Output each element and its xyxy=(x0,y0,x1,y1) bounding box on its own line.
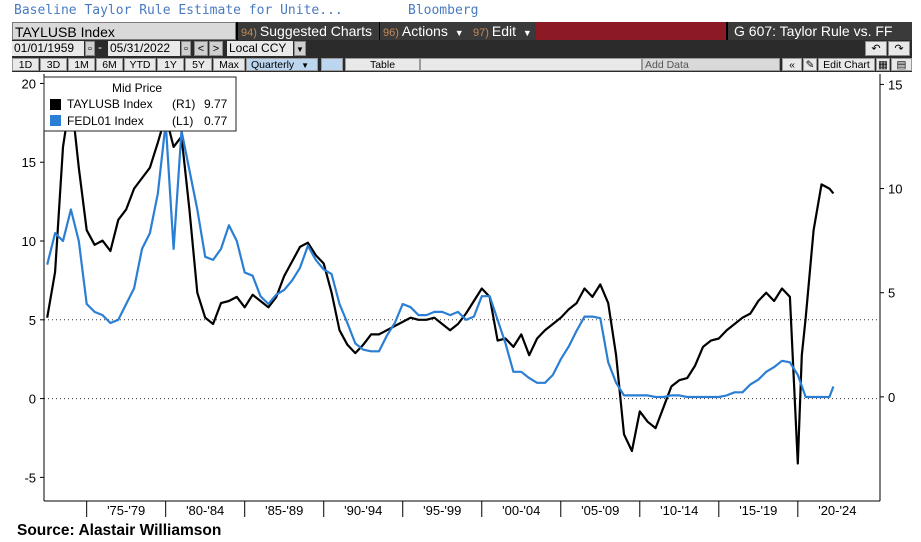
currency-dropdown-icon[interactable]: ▼ xyxy=(294,41,306,56)
actions-label: Actions xyxy=(401,23,448,39)
legend-label-tayl: TAYLUSB Index xyxy=(67,97,153,111)
actions-dropdown-icon: ▼ xyxy=(454,28,464,38)
left-tick-label: 5 xyxy=(29,313,36,328)
x-tick-label: '75-'79 xyxy=(107,503,145,518)
start-date-field[interactable]: 01/01/1959 xyxy=(12,41,84,56)
x-tick-label: '95-'99 xyxy=(423,503,461,518)
chart-menu-icon[interactable]: ▤ xyxy=(891,58,912,71)
frequency-select[interactable]: Quarterly ▼ xyxy=(246,58,318,71)
series-line-taylusb xyxy=(46,93,835,465)
right-tick-label: 10 xyxy=(888,182,902,197)
period-1m[interactable]: 1M xyxy=(68,58,95,71)
right-tick-label: 15 xyxy=(888,77,902,92)
chart-legend: Mid Price TAYLUSB Index (R1) 9.77 FEDL01… xyxy=(43,76,237,132)
left-tick-label: 20 xyxy=(22,76,36,91)
actions-button[interactable]: 96) Actions ▼ xyxy=(380,22,470,40)
chart-title: G 607: Taylor Rule vs. FF xyxy=(728,22,912,40)
left-tick-label: 15 xyxy=(22,155,36,170)
edit-chart-button[interactable]: Edit Chart xyxy=(818,58,875,71)
rewind-icon[interactable]: « xyxy=(782,58,802,71)
period-1d[interactable]: 1D xyxy=(12,58,39,71)
suggested-charts-label: Suggested Charts xyxy=(259,23,372,39)
edit-label: Edit xyxy=(491,23,517,39)
redo-icon[interactable]: ↷ xyxy=(888,41,910,56)
x-tick-label: '00-'04 xyxy=(502,503,540,518)
series-line-fedl01 xyxy=(46,121,835,399)
add-data-field[interactable]: Add Data xyxy=(642,58,780,71)
legend-label-fedl: FEDL01 Index xyxy=(67,114,144,128)
left-tick-label: 0 xyxy=(29,392,36,407)
forward-arrow-icon[interactable]: > xyxy=(209,41,223,56)
edit-dropdown-icon: ▼ xyxy=(522,28,532,38)
x-tick-label: '85-'89 xyxy=(265,503,303,518)
left-tick-label: 10 xyxy=(22,234,36,249)
legend-axis-fedl: (L1) xyxy=(172,114,193,128)
period-6m[interactable]: 6M xyxy=(96,58,123,71)
table-button[interactable]: Table xyxy=(345,58,420,71)
edit-button[interactable]: 97) Edit ▼ xyxy=(470,22,537,40)
actions-number: 96) xyxy=(383,27,399,39)
legend-swatch-tayl xyxy=(50,99,61,110)
x-tick-label: '10-'14 xyxy=(660,503,698,518)
window-title: Baseline Taylor Rule Estimate for Unite.… xyxy=(14,3,343,18)
legend-swatch-fedl xyxy=(50,115,61,126)
ticker-field[interactable]: TAYLUSB Index xyxy=(12,22,236,40)
source-label: Bloomberg xyxy=(408,3,479,18)
undo-icon[interactable]: ↶ xyxy=(865,41,887,56)
right-tick-label: 0 xyxy=(888,390,895,405)
frequency-label: Quarterly xyxy=(251,59,295,71)
period-3d[interactable]: 3D xyxy=(40,58,67,71)
legend-value-fedl: 0.77 xyxy=(204,114,228,128)
end-calendar-icon[interactable]: ▫ xyxy=(181,41,191,56)
suggested-charts-number: 94) xyxy=(241,27,257,39)
legend-heading: Mid Price xyxy=(112,81,162,95)
frequency-dropdown-icon: ▼ xyxy=(301,61,310,70)
edit-number: 97) xyxy=(473,27,489,39)
period-max[interactable]: Max xyxy=(213,58,245,71)
x-tick-label: '20-'24 xyxy=(818,503,856,518)
command-input[interactable] xyxy=(536,22,726,40)
end-date-field[interactable]: 05/31/2022 xyxy=(108,41,180,56)
legend-axis-tayl: (R1) xyxy=(172,97,195,111)
date-separator: - xyxy=(98,40,102,54)
window-title-bar: Baseline Taylor Rule Estimate for Unite.… xyxy=(0,0,921,21)
x-tick-label: '05-'09 xyxy=(581,503,619,518)
settings-icon[interactable]: ▦ xyxy=(876,58,890,71)
period-spacer xyxy=(420,58,642,71)
period-1y[interactable]: 1Y xyxy=(157,58,184,71)
date-range-bar: 01/01/1959 ▫ - 05/31/2022 ▫ < > Local CC… xyxy=(12,40,912,57)
start-calendar-icon[interactable]: ▫ xyxy=(85,41,95,56)
period-ytd[interactable]: YTD xyxy=(124,58,156,71)
left-tick-label: -5 xyxy=(24,470,36,485)
x-tick-label: '15-'19 xyxy=(739,503,777,518)
x-tick-label: '90-'94 xyxy=(344,503,382,518)
chart-type-toggle[interactable] xyxy=(321,58,343,71)
chart-grid xyxy=(44,319,880,400)
source-caption: Source: Alastair Williamson xyxy=(17,522,222,539)
x-tick-label: '80-'84 xyxy=(186,503,224,518)
period-5y[interactable]: 5Y xyxy=(185,58,212,71)
right-tick-label: 5 xyxy=(888,286,895,301)
back-arrow-icon[interactable]: < xyxy=(194,41,208,56)
chart-lines xyxy=(46,93,835,465)
pencil-icon[interactable]: ✎ xyxy=(803,58,817,71)
command-bar: TAYLUSB Index 94) Suggested Charts 96) Act… xyxy=(12,22,912,40)
period-bar: 1D 3D 1M 6M YTD 1Y 5Y Max Quarterly ▼ Ta… xyxy=(12,57,912,72)
suggested-charts-button[interactable]: 94) Suggested Charts xyxy=(238,22,379,40)
currency-select[interactable]: Local CCY xyxy=(227,41,293,56)
legend-value-tayl: 9.77 xyxy=(204,97,228,111)
chart-axes: 20 15 10 5 0 -5 15 10 5 0 '75-'79 '80-'84 '85-'89 '90… xyxy=(22,74,902,518)
chart-area[interactable]: 20 15 10 5 0 -5 15 10 5 0 '75-'79 '80-'84 '85-'89 '90… xyxy=(0,72,921,520)
